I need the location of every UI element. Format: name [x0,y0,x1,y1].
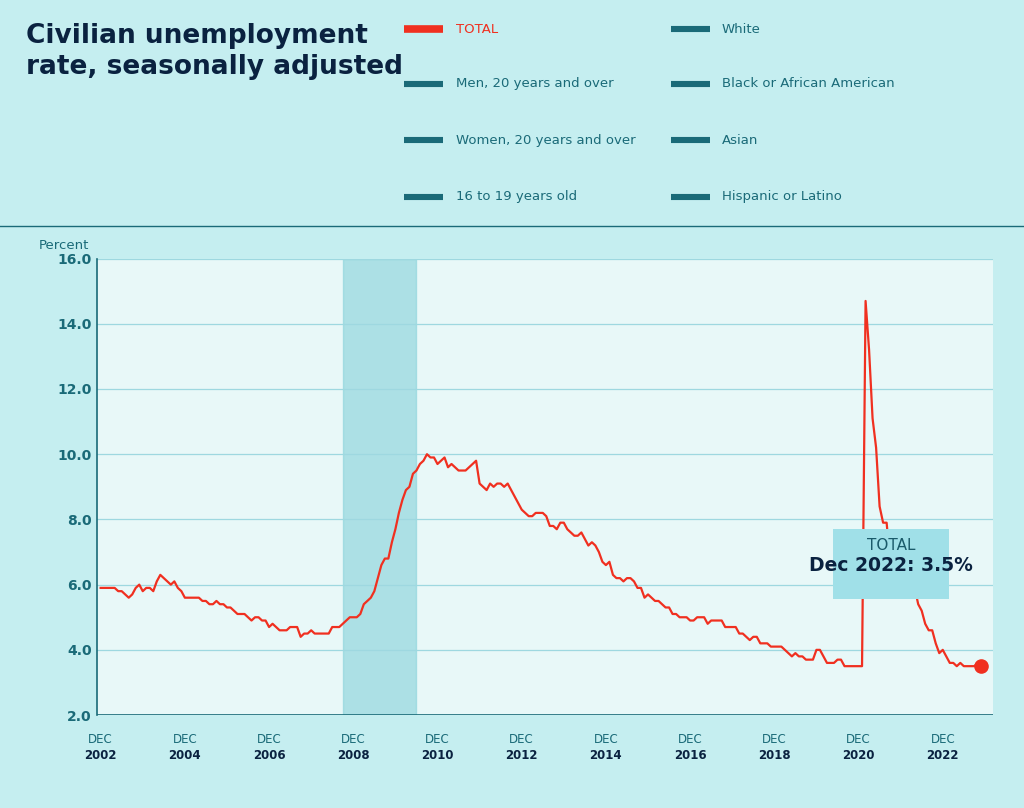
Text: Civilian unemployment
rate, seasonally adjusted: Civilian unemployment rate, seasonally a… [26,23,402,80]
Text: 2020: 2020 [843,749,874,762]
Text: DEC: DEC [762,733,786,746]
Text: Women, 20 years and over: Women, 20 years and over [456,134,635,147]
Text: 2016: 2016 [674,749,707,762]
Text: Black or African American: Black or African American [722,78,895,90]
Text: 2006: 2006 [253,749,286,762]
Text: DEC: DEC [257,733,282,746]
Text: White: White [722,23,761,36]
Text: 2002: 2002 [84,749,117,762]
Text: 2014: 2014 [590,749,623,762]
Text: Hispanic or Latino: Hispanic or Latino [722,191,842,204]
Text: DEC: DEC [172,733,198,746]
Text: DEC: DEC [88,733,113,746]
Text: DEC: DEC [509,733,535,746]
Text: DEC: DEC [341,733,366,746]
Text: 16 to 19 years old: 16 to 19 years old [456,191,577,204]
Text: 2010: 2010 [421,749,454,762]
Text: TOTAL: TOTAL [867,538,915,553]
Text: DEC: DEC [425,733,450,746]
Text: DEC: DEC [594,733,618,746]
Text: 2022: 2022 [927,749,959,762]
Text: 2004: 2004 [169,749,201,762]
Text: DEC: DEC [931,733,955,746]
Text: Men, 20 years and over: Men, 20 years and over [456,78,613,90]
Bar [343,259,417,715]
Text: TOTAL: TOTAL [456,23,498,36]
Text: DEC: DEC [678,733,702,746]
Text: 2012: 2012 [506,749,538,762]
Text: Dec 2022: 3.5%: Dec 2022: 3.5% [809,557,973,575]
Text: DEC: DEC [846,733,871,746]
FancyBboxPatch shape [834,529,949,600]
Point [973,659,989,672]
Text: 2018: 2018 [758,749,791,762]
Text: Asian: Asian [722,134,759,147]
Text: Percent: Percent [39,238,89,252]
Text: 2008: 2008 [337,749,370,762]
